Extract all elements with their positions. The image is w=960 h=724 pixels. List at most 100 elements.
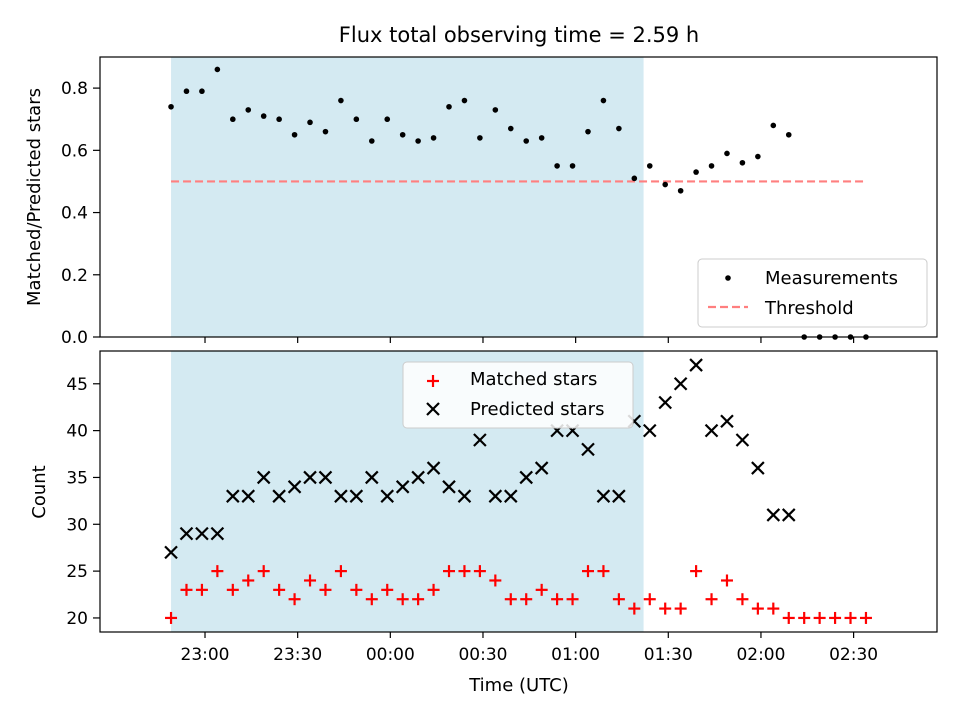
measurement-point	[322, 128, 329, 135]
top-y-ticks: 0.0 0.2 0.4 0.6 0.8	[61, 79, 100, 348]
predicted-star-point	[612, 489, 626, 503]
matched-star-point	[798, 611, 811, 624]
matched-star-point	[273, 583, 286, 596]
x-axis-label: Time (UTC)	[468, 675, 569, 696]
x-tick-label: 02:30	[829, 645, 878, 665]
matched-star-point	[226, 583, 239, 596]
top-y-tick-label: 0.0	[61, 328, 88, 348]
measurement-point	[260, 113, 267, 119]
predicted-star-point	[195, 526, 209, 541]
predicted-star-point	[596, 489, 611, 503]
legend-measurements-label: Measurements	[765, 268, 898, 289]
predicted-star-point	[581, 442, 595, 457]
predicted-star-point	[658, 395, 672, 410]
legend-predicted-marker	[426, 402, 440, 416]
matched-star-point	[551, 593, 564, 606]
matched-star-point	[195, 583, 208, 596]
bottom-y-axis-label: Count	[29, 465, 50, 518]
matched-star-point	[566, 593, 579, 606]
measurement-point	[755, 153, 761, 160]
matched-star-point	[396, 593, 409, 606]
top-shaded-span	[171, 57, 644, 337]
matched-star-point	[829, 611, 842, 624]
measurement-point	[708, 163, 715, 169]
top-legend: Measurements Threshold	[697, 258, 928, 328]
bottom-y-tick-label: 35	[66, 468, 88, 488]
top-y-tick-label: 0.4	[61, 204, 88, 224]
matched-star-point	[659, 602, 672, 615]
measurement-point	[616, 125, 622, 132]
measurement-point	[230, 116, 236, 123]
top-legend-box	[697, 258, 928, 328]
top-x-ticks	[204, 337, 855, 343]
legend-threshold-label: Threshold	[764, 298, 854, 319]
predicted-star-point	[272, 489, 286, 503]
measurement-point	[291, 131, 298, 138]
matched-star-point	[180, 583, 193, 596]
matched-star-point	[288, 593, 301, 606]
predicted-star-point	[318, 470, 333, 485]
matched-star-point	[813, 611, 826, 624]
matched-star-point	[859, 611, 872, 624]
measurement-point	[600, 97, 607, 104]
bottom-y-tick-label: 20	[66, 609, 88, 629]
x-tick-label: 01:30	[644, 645, 693, 665]
predicted-star-point	[303, 470, 317, 485]
predicted-star-point	[380, 489, 395, 503]
predicted-star-point	[720, 414, 734, 429]
measurement-point	[276, 116, 282, 123]
predicted-star-point	[766, 508, 781, 522]
predicted-star-point	[534, 461, 549, 475]
matched-star-point	[350, 583, 363, 596]
legend-measurements-marker	[725, 275, 731, 281]
predicted-star-point	[642, 423, 657, 438]
measurement-point	[631, 175, 638, 182]
predicted-star-point	[504, 489, 518, 503]
predicted-star-point	[179, 526, 194, 541]
matched-star-point	[412, 593, 425, 606]
matched-star-point	[489, 574, 502, 587]
predicted-star-point	[226, 489, 240, 503]
predicted-star-point	[473, 433, 487, 447]
bottom-y-tick-label: 40	[66, 422, 88, 442]
predicted-star-point	[426, 461, 441, 475]
bottom-legend-box	[402, 361, 634, 429]
predicted-star-point	[442, 480, 456, 494]
matched-star-point	[535, 583, 548, 596]
predicted-star-point	[365, 470, 379, 485]
matched-star-point	[427, 583, 440, 596]
matched-star-point	[165, 611, 178, 624]
bottom-x-ticks: 23:00 23:30 00:00 00:30 01:00 01:30 02:00 02:30	[181, 632, 878, 665]
matched-star-point	[334, 565, 347, 578]
matched-star-point	[211, 565, 224, 578]
matched-star-point	[581, 565, 594, 578]
measurement-point	[168, 103, 174, 110]
predicted-star-point	[704, 423, 719, 438]
top-y-axis-label: Matched/Predicted stars	[24, 88, 45, 306]
matched-star-point	[643, 593, 656, 606]
matched-star-point	[782, 611, 795, 624]
matched-star-point	[473, 565, 486, 578]
measurement-point	[368, 138, 375, 144]
top-y-tick-label: 0.8	[61, 79, 88, 99]
measurement-point	[646, 163, 653, 169]
matched-star-point	[504, 593, 517, 606]
top-y-tick-label: 0.6	[61, 141, 88, 161]
predicted-star-point	[287, 480, 302, 494]
top-panel: 0.00.20.40.60.8 Matched/Predicted stars …	[24, 56, 938, 348]
x-tick-label: 02:00	[736, 645, 785, 665]
matched-star-point	[612, 593, 625, 606]
measurement-point	[199, 88, 205, 95]
measurement-point	[693, 169, 699, 175]
matched-star-point	[257, 565, 270, 578]
legend-matched-marker	[427, 375, 439, 387]
x-tick-label: 01:00	[551, 645, 600, 665]
matched-star-point	[690, 565, 703, 578]
matched-star-point	[365, 593, 378, 606]
measurement-point	[415, 138, 421, 144]
measurement-point	[492, 107, 499, 113]
bottom-y-ticks: 20 25 30 35 40 45	[66, 375, 100, 629]
measurement-point	[677, 187, 684, 194]
predicted-star-point	[395, 480, 410, 494]
